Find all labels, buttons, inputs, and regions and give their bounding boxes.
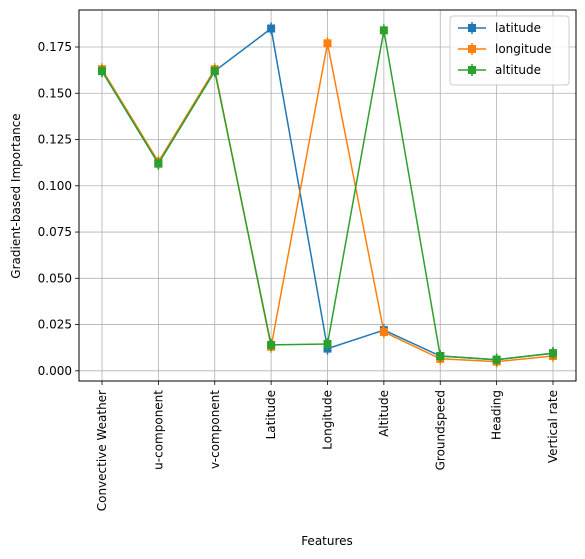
data-point [154,159,163,168]
legend-item: latitude [458,21,541,35]
x-tick-label: Vertical rate [546,390,560,463]
legend-label: longitude [495,42,552,56]
legend-item: longitude [458,42,552,56]
x-axis-title: Features [301,534,353,548]
data-point [323,39,332,48]
legend: latitude longitude altitude [449,15,570,86]
y-tick-label: 0.175 [38,40,72,54]
y-tick-label: 0.150 [38,86,72,100]
data-point [98,67,106,76]
series-altitude [98,24,557,366]
data-point [492,355,501,364]
legend-swatch-marker [468,24,476,32]
data-point [210,67,219,76]
data-point [267,24,276,33]
x-tick-label: Latitude [264,390,278,439]
y-tick-label: 0.025 [38,318,72,332]
y-tick-label: 0.125 [38,133,72,147]
data-point [436,352,445,361]
legend-label: altitude [495,63,541,77]
x-tick-label: Altitude [377,390,391,437]
legend-item: altitude [458,63,541,77]
x-tick-label: Heading [490,390,504,440]
y-tick-label: 0.000 [38,364,72,378]
legend-label: latitude [495,21,541,35]
y-tick-label: 0.075 [38,225,72,239]
data-point [267,340,276,349]
series-layer [98,22,557,368]
data-point [379,327,388,336]
x-axis: Convective Weather u-component v-component… [95,381,560,511]
legend-box [449,15,570,86]
legend-swatch-marker [468,66,476,74]
y-tick-label: 0.100 [38,179,72,193]
x-tick-label: Groundspeed [433,390,447,470]
y-tick-label: 0.050 [38,271,72,285]
x-tick-label: v-component [208,390,222,469]
legend-swatch-marker [468,45,476,53]
x-tick-label: Convective Weather [95,390,109,511]
y-axis-title: Gradient-based Importance [9,113,23,278]
data-point [549,349,557,358]
x-tick-label: Longitude [321,390,335,450]
y-axis: 0.000 0.025 0.050 0.075 0.100 0.125 0.150 0.175 [38,40,79,378]
data-point [379,26,388,35]
x-tick-label: u-component [151,390,165,470]
data-point [323,339,332,348]
